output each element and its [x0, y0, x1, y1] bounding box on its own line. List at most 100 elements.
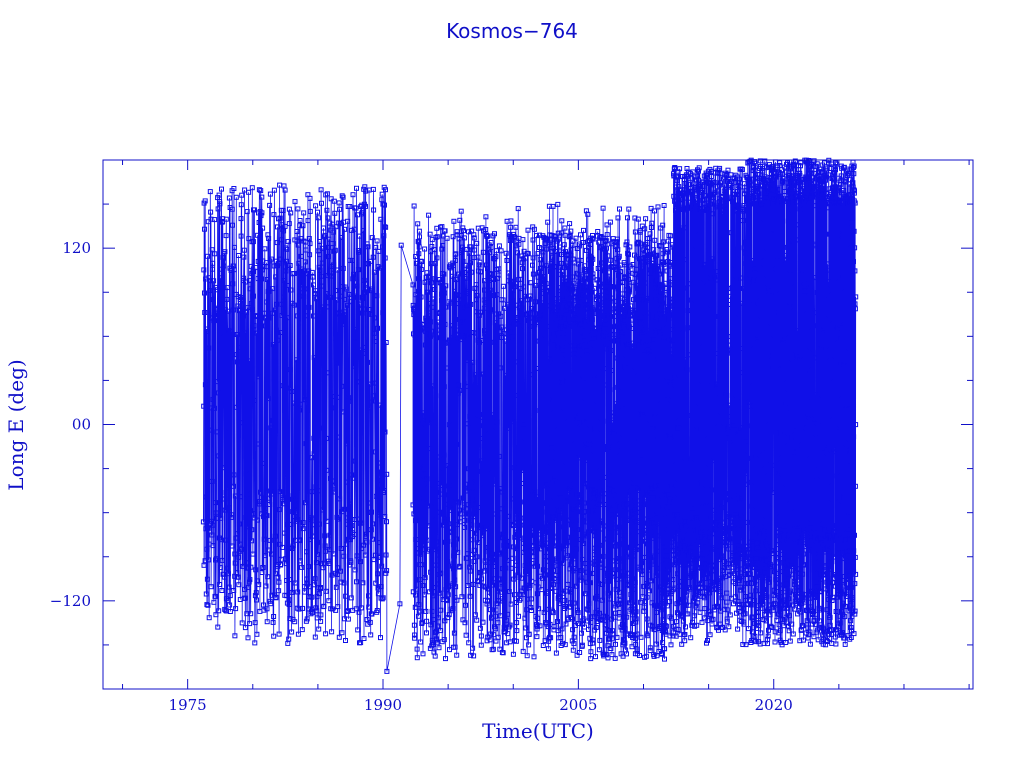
data-point: [457, 387, 463, 393]
data-point: [635, 216, 641, 222]
data-point: [467, 413, 473, 419]
data-point: [526, 642, 532, 648]
data-point: [521, 421, 526, 427]
data-point: [558, 491, 564, 497]
data-point: [605, 418, 611, 424]
data-point: [296, 260, 302, 266]
data-point: [499, 489, 505, 495]
data-point: [538, 285, 544, 291]
data-point: [564, 378, 570, 384]
data-point: [285, 239, 291, 245]
data-point: [201, 403, 207, 409]
data-point: [486, 295, 491, 301]
data-point: [587, 426, 593, 432]
data-point: [271, 187, 277, 193]
data-point: [292, 199, 298, 205]
data-point: [565, 499, 571, 505]
data-point: [594, 415, 600, 421]
data-point: [354, 553, 360, 559]
data-point: [557, 405, 563, 411]
data-point: [246, 358, 252, 364]
data-point: [519, 305, 525, 311]
data-point: [561, 347, 567, 353]
data-point: [454, 652, 460, 658]
data-point: [458, 208, 464, 214]
data-point: [454, 536, 459, 542]
data-point: [594, 277, 600, 283]
data-point: [293, 510, 299, 515]
data-point: [530, 237, 536, 243]
data-point: [320, 507, 325, 513]
data-point: [635, 544, 641, 549]
data-point: [281, 501, 287, 507]
data-point: [313, 288, 319, 294]
data-point: [442, 290, 448, 296]
data-point: [224, 285, 230, 291]
data-point: [612, 493, 617, 499]
data-point: [620, 305, 626, 311]
data-point: [516, 305, 522, 311]
data-point: [545, 303, 551, 309]
data-point: [495, 620, 501, 626]
data-point: [486, 593, 492, 599]
data-point: [269, 491, 275, 497]
data-point: [329, 606, 335, 612]
data-point: [412, 330, 418, 336]
data-point: [321, 603, 327, 609]
data-point: [219, 286, 225, 292]
data-point: [614, 236, 620, 242]
data-point: [624, 545, 630, 551]
data-point: [577, 650, 583, 655]
data-point: [566, 234, 572, 240]
data-point: [560, 640, 565, 646]
data-point: [419, 259, 425, 265]
data-point: [503, 617, 509, 623]
data-point: [450, 606, 456, 611]
data-point: [555, 341, 561, 347]
data-point: [361, 542, 367, 548]
data-point: [588, 619, 594, 625]
data-point: [315, 551, 321, 557]
data-point: [351, 271, 356, 277]
data-point: [307, 252, 313, 258]
data-point: [605, 308, 610, 314]
data-point: [574, 527, 580, 533]
data-point: [317, 267, 323, 273]
data-point: [347, 204, 353, 209]
data-point: [556, 285, 562, 291]
data-point: [550, 396, 556, 402]
data-point: [327, 547, 333, 553]
data-point: [456, 564, 462, 570]
data-point: [239, 192, 245, 198]
data-point: [416, 276, 421, 282]
data-point: [479, 533, 485, 539]
data-point: [530, 271, 536, 277]
data-point: [585, 508, 591, 514]
data-point: [250, 269, 256, 275]
data-point: [415, 221, 421, 227]
data-point: [274, 240, 280, 246]
data-point: [485, 598, 490, 604]
data-point: [603, 265, 609, 271]
data-point: [289, 589, 295, 595]
data-point: [300, 293, 306, 299]
data-point: [581, 227, 586, 233]
data-point: [211, 318, 217, 324]
data-point: [364, 241, 370, 247]
data-point: [426, 589, 432, 595]
data-point: [524, 653, 530, 659]
data-point: [312, 576, 318, 582]
data-point: [485, 266, 490, 272]
data-point: [269, 310, 275, 316]
data-point: [416, 228, 422, 234]
data-point: [327, 220, 333, 226]
data-point: [349, 227, 354, 233]
data-point: [210, 397, 216, 402]
data-point: [529, 306, 535, 311]
data-point: [512, 359, 518, 365]
data-point: [379, 596, 385, 602]
data-point: [565, 581, 571, 587]
data-point: [333, 288, 339, 294]
data-point: [630, 621, 636, 626]
data-point: [492, 231, 497, 237]
